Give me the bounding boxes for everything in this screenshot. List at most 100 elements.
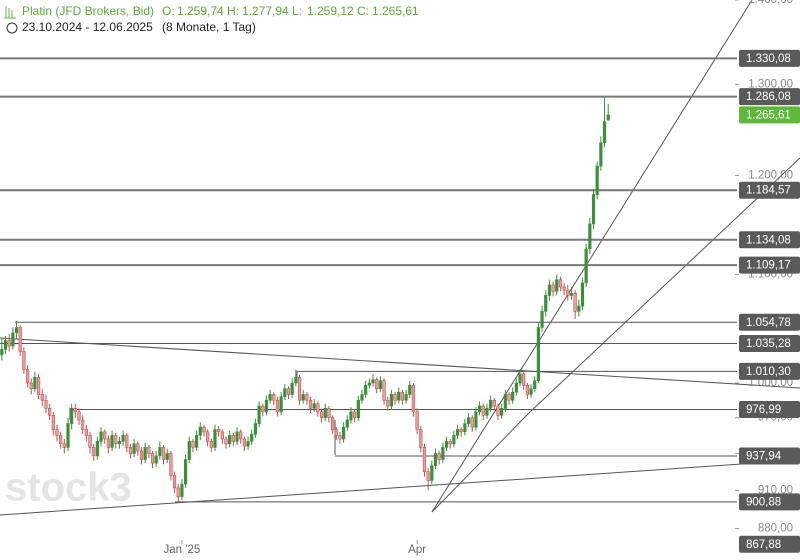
candle-body: [312, 403, 316, 409]
candle-body: [371, 379, 375, 384]
candle-body: [305, 394, 309, 401]
candle-body: [283, 388, 287, 398]
candle-body: [224, 438, 228, 445]
candle-body: [569, 292, 574, 296]
candle-body: [444, 441, 449, 448]
price-box: [739, 401, 800, 419]
candle-body: [518, 373, 522, 384]
trend-line: [529, 157, 800, 413]
candle-body: [183, 459, 188, 485]
candle-body: [430, 465, 434, 481]
candle-body: [411, 384, 416, 413]
candle-body: [577, 305, 581, 312]
candle-body: [11, 332, 15, 347]
candle-body: [323, 408, 327, 418]
candle-body: [455, 429, 460, 436]
candle-body: [147, 447, 151, 454]
candle-body: [246, 441, 250, 447]
y-tick-label: 880,00: [758, 523, 793, 535]
price-box-label: 1.010,30: [746, 366, 791, 378]
ohlc-name: C:: [357, 4, 369, 18]
price-box: [739, 181, 800, 199]
price-box: [739, 49, 800, 67]
ohlc-value: 1.259,74: [177, 4, 224, 18]
candle-body: [81, 419, 85, 430]
candle-body: [95, 441, 99, 457]
candle-body: [466, 417, 471, 424]
candle-body: [158, 447, 162, 457]
candle-body: [470, 417, 474, 428]
candle-body: [378, 380, 382, 390]
candle-body: [415, 411, 419, 430]
candle-body: [286, 388, 291, 395]
candle-body: [77, 411, 81, 421]
icon: [4, 6, 16, 19]
candle-body: [522, 373, 526, 386]
candle-body: [22, 351, 26, 370]
candle-body: [338, 435, 342, 440]
candle-body: [319, 411, 324, 418]
candle-body: [566, 289, 570, 296]
candle-body: [463, 423, 467, 433]
ohlc-value: 1.265,61: [372, 4, 419, 18]
candle-body: [562, 286, 566, 291]
trend-line: [0, 337, 800, 389]
candle-body: [150, 453, 155, 464]
candle-body: [231, 435, 235, 442]
candle-body: [143, 447, 147, 460]
candle-body: [426, 471, 430, 481]
background: stock3: [0, 0, 800, 516]
candle-body: [99, 431, 103, 442]
candle-body: [165, 453, 169, 460]
candle-body: [573, 292, 577, 312]
candle-body: [459, 429, 463, 433]
candle-body: [235, 431, 239, 442]
candle-body: [547, 284, 552, 296]
candle-body: [180, 483, 184, 497]
candle-body: [62, 443, 66, 448]
ohlc-value: 1.259,12: [307, 4, 354, 18]
candle-body: [242, 438, 246, 447]
trend-line: [431, 0, 753, 513]
candle-body: [7, 340, 11, 347]
candle-body: [70, 408, 74, 424]
ohlc-value: 1.277,94: [242, 4, 289, 18]
y-tick-label: 1.300,00: [748, 78, 793, 90]
candle-body: [264, 399, 269, 413]
trend-line: [431, 411, 531, 513]
candle-body: [121, 435, 125, 442]
candle-body: [110, 435, 114, 448]
y-tick-label: 1.200,00: [748, 170, 793, 182]
header: Platin (JFD Brokers, Bid) 23.10.2024 - 1…: [4, 4, 256, 34]
candle-body: [540, 311, 544, 328]
candle-body: [36, 377, 41, 395]
candle-body: [536, 327, 540, 382]
price-box: [739, 313, 800, 331]
candle-body: [345, 419, 349, 428]
price-box-label: 1.035,28: [746, 338, 791, 350]
candle-body: [14, 327, 19, 334]
candle-body: [73, 408, 77, 413]
price-box-label: 976,99: [746, 404, 781, 416]
candle-body: [139, 450, 144, 460]
candle-body: [382, 380, 386, 401]
candle-body: [161, 447, 166, 460]
candle-body: [92, 447, 96, 457]
candle-body: [261, 405, 265, 413]
candle-body: [209, 441, 213, 448]
candle-body: [591, 194, 596, 225]
title: Platin (JFD Brokers, Bid): [22, 4, 154, 18]
candle-body: [48, 408, 52, 416]
candle-body: [599, 142, 603, 167]
watermark: stock3: [5, 466, 132, 510]
candle-body: [202, 426, 206, 433]
candle-body: [485, 408, 489, 416]
candle-body: [558, 279, 563, 288]
candle-body: [580, 282, 585, 307]
price-box-label: 1.109,17: [746, 260, 791, 272]
candle-body: [33, 377, 37, 390]
candle-body: [584, 248, 588, 284]
candle-body: [514, 382, 518, 393]
candle-body: [103, 431, 107, 440]
candle-body: [353, 411, 357, 418]
